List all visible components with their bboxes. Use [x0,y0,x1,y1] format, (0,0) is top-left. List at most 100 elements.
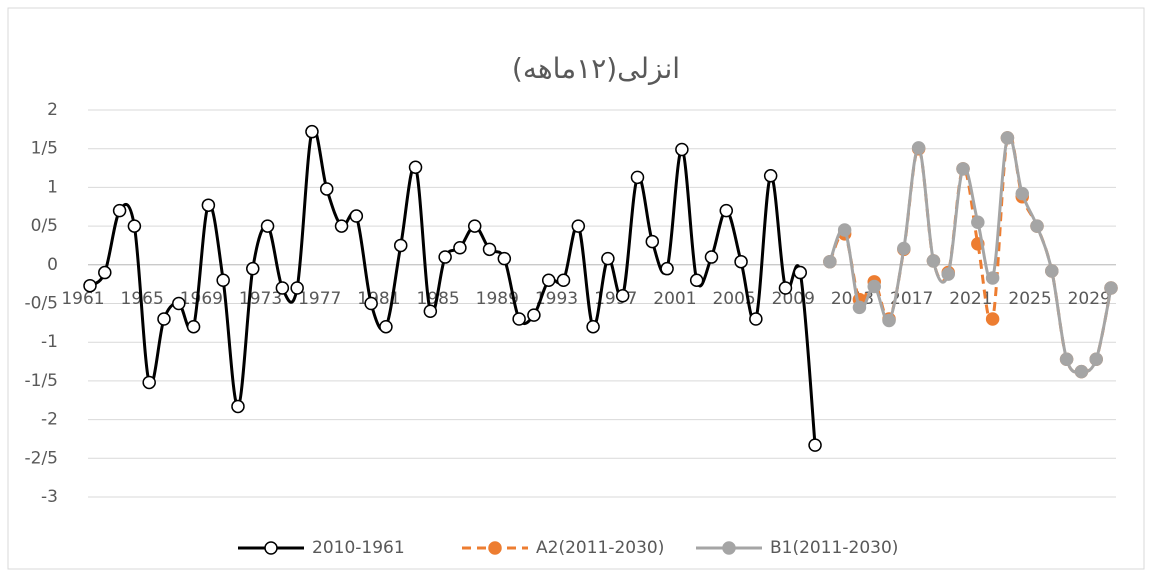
legend-label: 2010-1961 [312,538,405,558]
data-point [882,313,896,328]
x-tick-label: 1977 [298,289,341,309]
data-point [601,251,615,266]
data-point [615,289,630,303]
x-tick-label: 1961 [61,289,104,309]
data-point [1045,264,1059,278]
y-tick-label: -1 [41,332,58,352]
data-point [305,124,319,139]
data-point [527,308,541,322]
data-point [364,296,378,311]
data-point [1089,352,1103,366]
data-point [393,238,408,253]
data-point [482,242,497,257]
x-tick-label: 2029 [1068,289,1111,309]
data-point [246,261,260,276]
y-tick-label: 1 [47,177,58,197]
data-point [349,209,364,223]
legend-marker [264,541,278,555]
data-point [778,281,793,295]
data-point [83,278,97,293]
legend-marker [488,541,502,555]
data-point [926,254,941,268]
data-point [793,265,808,280]
data-point [719,203,734,218]
x-tick-label: 2009 [772,289,815,309]
data-point [704,250,719,264]
y-tick-label: -2 [41,410,58,430]
data-point [852,300,867,315]
data-point [1015,186,1029,201]
y-tick-label: 2 [47,100,58,120]
data-point [985,312,1000,326]
data-point [734,254,748,269]
x-tick-label: 2001 [653,289,696,309]
x-tick-label: 2025 [1008,289,1051,309]
data-point [275,281,290,295]
x-tick-label: 2017 [890,289,933,309]
data-point [260,219,275,233]
series-line [828,134,1113,374]
x-tick-label: 2021 [949,289,992,309]
data-point [512,312,526,326]
data-point [660,261,674,276]
y-tick-label: 1/5 [31,139,58,159]
data-point [985,271,1000,285]
data-point [320,182,334,196]
data-point [231,399,245,414]
data-point [408,160,423,175]
data-point [497,251,512,266]
data-point [897,241,911,256]
data-point [1074,364,1089,379]
data-point [630,170,645,185]
data-point [586,319,600,334]
data-point [1000,131,1015,145]
y-tick-label: 0 [47,255,58,275]
data-point [645,234,660,249]
y-tick-label: 0/5 [31,216,58,236]
data-point [467,219,482,233]
legend-marker [722,541,736,555]
x-tick-label: 1989 [476,289,519,309]
x-tick-label: 1973 [239,289,282,309]
data-point [571,219,586,233]
data-point [438,250,452,264]
data-point [172,296,186,311]
data-point [808,438,822,452]
data-point [1059,352,1074,366]
x-tick-label: 2005 [712,289,755,309]
data-point [749,312,763,326]
legend-label: B1(2011-2030) [770,538,898,558]
data-point [837,223,852,237]
data-point [823,254,837,269]
y-tick-label: -0/5 [25,294,59,314]
data-point [1030,219,1044,233]
data-point [453,241,467,255]
y-tick-label: -1/5 [25,371,59,391]
data-point [142,375,156,390]
data-point [1104,281,1118,295]
x-tick-label: 1969 [180,289,223,309]
data-point [290,281,304,295]
x-tick-label: 1993 [535,289,578,309]
data-point [689,273,704,288]
data-point [763,169,778,183]
data-point [423,304,438,318]
data-point [379,319,393,334]
data-point [956,162,970,176]
chart-title: انزلی(۱۲ماهه) [512,52,680,85]
data-point [112,203,127,218]
data-point [98,265,112,280]
data-point [941,267,955,281]
legend-label: A2(2011-2030) [536,538,664,558]
data-point [201,198,216,212]
data-point [971,215,985,229]
data-point [675,142,689,157]
data-point [216,273,230,288]
data-point [867,279,881,294]
data-point [334,219,349,233]
data-point [186,319,201,334]
data-point [556,273,571,288]
y-tick-label: -2/5 [25,448,59,468]
y-tick-label: -3 [41,487,58,507]
